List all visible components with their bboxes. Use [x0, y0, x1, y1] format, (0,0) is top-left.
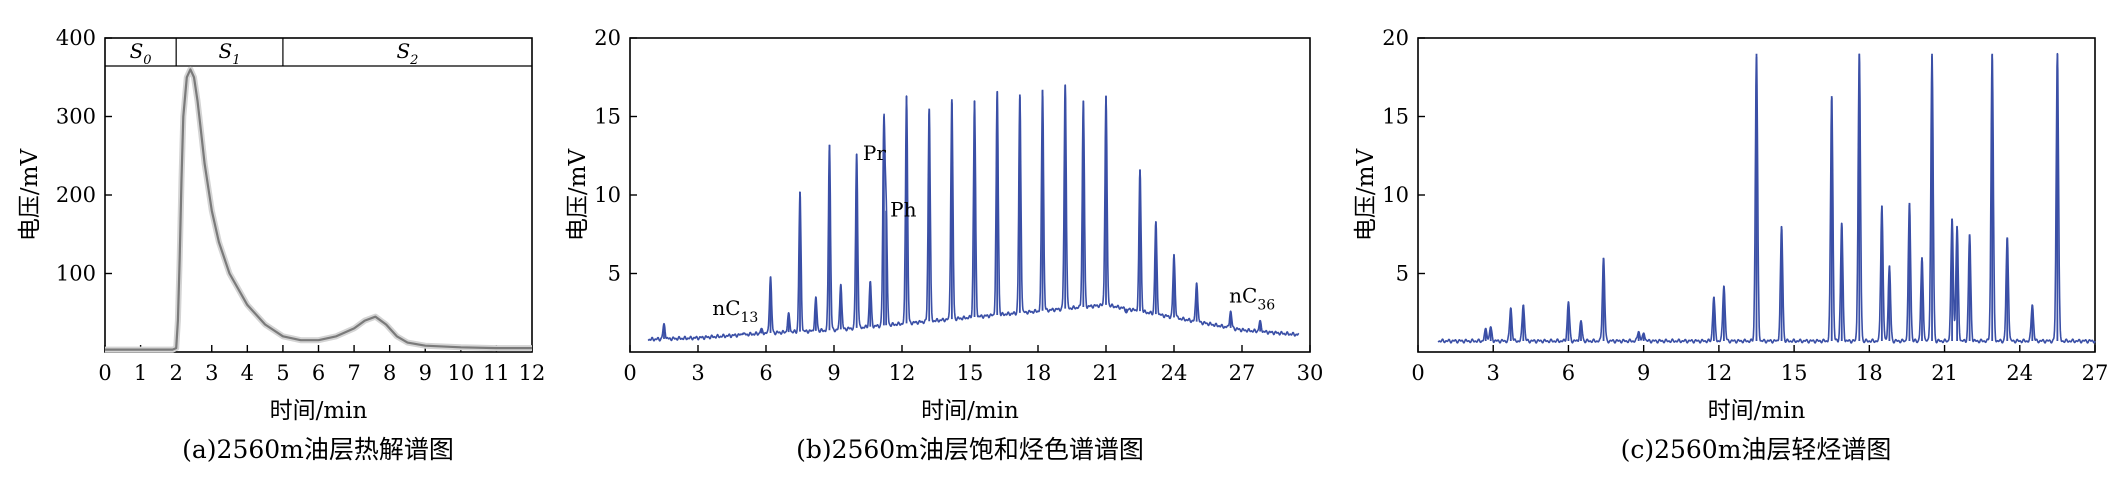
x-tick-label: 3	[691, 361, 704, 385]
x-tick-label: 8	[383, 361, 396, 385]
x-axis-label: 时间/min	[921, 398, 1019, 424]
series-line	[105, 68, 532, 351]
x-tick-label: 15	[1781, 361, 1808, 385]
x-tick-label: 27	[2082, 361, 2109, 385]
x-tick-label: 24	[1161, 361, 1188, 385]
y-tick-label: 10	[1382, 183, 1409, 207]
segment-label-S2: S2	[396, 39, 418, 68]
segment-label-S1: S1	[219, 39, 241, 68]
x-tick-label: 1	[134, 361, 147, 385]
y-tick-label: 5	[608, 262, 621, 286]
chart-panel-2: 0 3 6 9 12 15 18 21 24 27 30 5 10 15 20 电压/mV 时间/min (b)2…	[565, 26, 1323, 464]
y-tick-label: 15	[1382, 105, 1409, 129]
x-tick-label: 9	[419, 361, 432, 385]
y-axis-label: 电压/mV	[17, 149, 43, 242]
x-tick-label: 0	[1411, 361, 1424, 385]
x-tick-label: 18	[1025, 361, 1052, 385]
x-tick-label: 11	[483, 361, 510, 385]
annotation-Ph: Ph	[890, 198, 916, 222]
x-tick-label: 15	[957, 361, 984, 385]
x-tick-label: 3	[205, 361, 218, 385]
y-tick-label: 10	[594, 183, 621, 207]
chart-panel-1: 0 1 2 3 4 5 6 7 8 9 10 11 12100200300400电压/mV时间/min(…	[17, 26, 545, 464]
y-tick-label: 20	[594, 26, 621, 50]
annotation-nC36: nC36	[1229, 284, 1275, 314]
x-tick-label: 21	[1093, 361, 1120, 385]
x-axis-label: 时间/min	[270, 398, 368, 424]
x-tick-label: 10	[447, 361, 474, 385]
annotation-Pr: Pr	[863, 141, 886, 165]
y-tick-label: 15	[594, 105, 621, 129]
x-tick-label: 3	[1487, 361, 1500, 385]
x-tick-label: 9	[1637, 361, 1650, 385]
y-axis-label: 电压/mV	[1353, 149, 1379, 242]
figure-caption: (b)2560m油层饱和烃色谱谱图	[796, 435, 1144, 464]
figure-caption: (c)2560m油层轻烃谱图	[1621, 435, 1892, 464]
x-tick-label: 30	[1297, 361, 1324, 385]
x-tick-label: 6	[759, 361, 772, 385]
x-tick-label: 0	[623, 361, 636, 385]
x-tick-label: 27	[1229, 361, 1256, 385]
y-tick-label: 100	[56, 262, 96, 286]
y-tick-label: 20	[1382, 26, 1409, 50]
x-tick-label: 2	[169, 361, 182, 385]
segment-label-S0: S0	[130, 39, 152, 68]
series-line	[1437, 52, 2096, 344]
annotation-nC13: nC13	[712, 296, 758, 326]
x-tick-label: 5	[276, 361, 289, 385]
plot-frame	[104, 37, 533, 353]
x-tick-label: 12	[889, 361, 916, 385]
figure-caption: (a)2560m油层热解谱图	[182, 435, 454, 464]
x-axis-label: 时间/min	[1708, 398, 1806, 424]
x-tick-label: 6	[312, 361, 325, 385]
series-halo	[105, 66, 532, 353]
x-tick-label: 6	[1562, 361, 1575, 385]
y-tick-label: 400	[56, 26, 96, 50]
y-tick-label: 200	[56, 183, 96, 207]
chart-panel-3: 0 3 6 9 12 15 18 21 24 27 5 10 15 20 电压/mV 时间/min (c)256…	[1353, 26, 2108, 464]
x-tick-label: 0	[98, 361, 111, 385]
series-line	[647, 84, 1300, 342]
x-tick-label: 12	[519, 361, 546, 385]
x-tick-label: 21	[1931, 361, 1958, 385]
y-axis-label: 电压/mV	[565, 149, 591, 242]
x-tick-label: 18	[1856, 361, 1883, 385]
y-tick-label: 5	[1396, 262, 1409, 286]
y-tick-label: 300	[56, 105, 96, 129]
x-tick-label: 9	[827, 361, 840, 385]
x-tick-label: 7	[347, 361, 360, 385]
x-tick-label: 12	[1706, 361, 1733, 385]
x-tick-label: 4	[241, 361, 254, 385]
x-tick-label: 24	[2006, 361, 2033, 385]
